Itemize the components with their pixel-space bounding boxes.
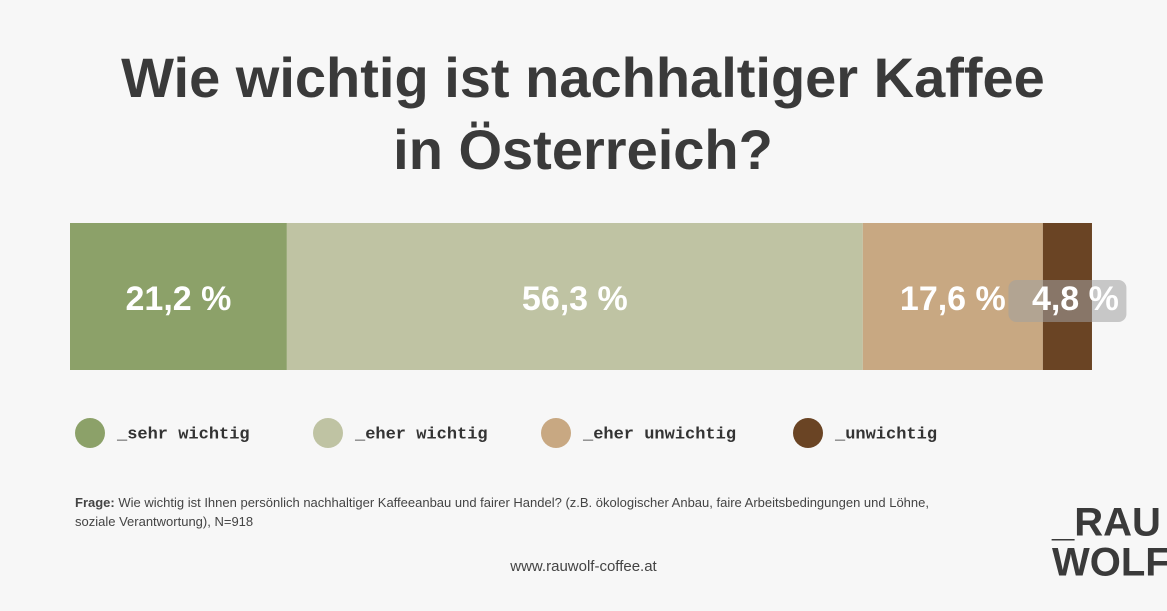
legend-label: _sehr wichtig	[116, 425, 250, 444]
note-label: Frage:	[75, 495, 115, 510]
logo: _RAU	[1051, 501, 1161, 545]
value-label: 17,6 %	[900, 280, 1006, 318]
value-label: 4,8 %	[1032, 280, 1119, 318]
footnote: Frage: Wie wichtig ist Ihnen persönlich …	[75, 493, 955, 531]
label-box	[1008, 280, 1127, 322]
legend-marker	[313, 418, 343, 448]
bar-segment	[286, 223, 863, 370]
logo: WOLF	[1052, 541, 1167, 585]
value-label: 56,3 %	[522, 280, 628, 318]
website: www.rauwolf-coffee.at	[510, 558, 657, 575]
legend-label: _eher unwichtig	[582, 425, 736, 444]
legend-marker	[75, 418, 105, 448]
bar-segment	[70, 223, 287, 370]
chart-title: Wie wichtig ist nachhaltiger Kaffee in Ö…	[121, 46, 1045, 181]
legend-label: _unwichtig	[834, 425, 937, 444]
legend-marker	[541, 418, 571, 448]
note-text: Wie wichtig ist Ihnen persönlich nachhal…	[75, 495, 929, 529]
legend-label: _eher wichtig	[354, 425, 488, 444]
legend-marker	[793, 418, 823, 448]
value-label: 21,2 %	[126, 280, 232, 318]
